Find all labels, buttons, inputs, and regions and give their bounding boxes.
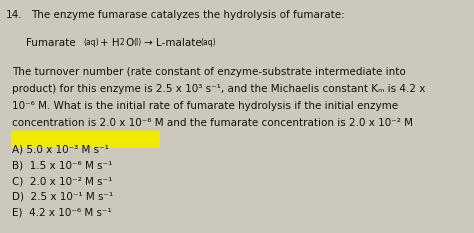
Text: → L-malate: → L-malate — [144, 38, 201, 48]
Text: D)  2.5 x 10⁻¹ M s⁻¹: D) 2.5 x 10⁻¹ M s⁻¹ — [12, 192, 114, 202]
Text: A) 5.0 x 10⁻³ M s⁻¹: A) 5.0 x 10⁻³ M s⁻¹ — [12, 145, 109, 155]
Text: C)  2.0 x 10⁻² M s⁻¹: C) 2.0 x 10⁻² M s⁻¹ — [12, 176, 113, 186]
Text: The turnover number (rate constant of enzyme-substrate intermediate into: The turnover number (rate constant of en… — [12, 67, 406, 77]
Text: Fumarate: Fumarate — [26, 38, 76, 48]
Text: product) for this enzyme is 2.5 x 10³ s⁻¹, and the Michaelis constant Kₘ is 4.2 : product) for this enzyme is 2.5 x 10³ s⁻… — [12, 84, 426, 94]
Text: (l): (l) — [134, 38, 142, 47]
Text: 14.: 14. — [6, 10, 23, 21]
Text: + H: + H — [100, 38, 120, 48]
Text: The enzyme fumarase catalyzes the hydrolysis of fumarate:: The enzyme fumarase catalyzes the hydrol… — [31, 10, 345, 21]
Text: O: O — [126, 38, 134, 48]
FancyBboxPatch shape — [11, 131, 160, 148]
Text: concentration is 2.0 x 10⁻⁶ M and the fumarate concentration is 2.0 x 10⁻² M: concentration is 2.0 x 10⁻⁶ M and the fu… — [12, 118, 413, 128]
Text: 2: 2 — [120, 38, 125, 47]
Text: 10⁻⁶ M. What is the initial rate of fumarate hydrolysis if the initial enzyme: 10⁻⁶ M. What is the initial rate of fuma… — [12, 101, 399, 111]
Text: (aq): (aq) — [83, 38, 99, 47]
Text: E)  4.2 x 10⁻⁶ M s⁻¹: E) 4.2 x 10⁻⁶ M s⁻¹ — [12, 207, 112, 217]
Text: B)  1.5 x 10⁻⁶ M s⁻¹: B) 1.5 x 10⁻⁶ M s⁻¹ — [12, 161, 113, 171]
Text: (aq): (aq) — [200, 38, 216, 47]
